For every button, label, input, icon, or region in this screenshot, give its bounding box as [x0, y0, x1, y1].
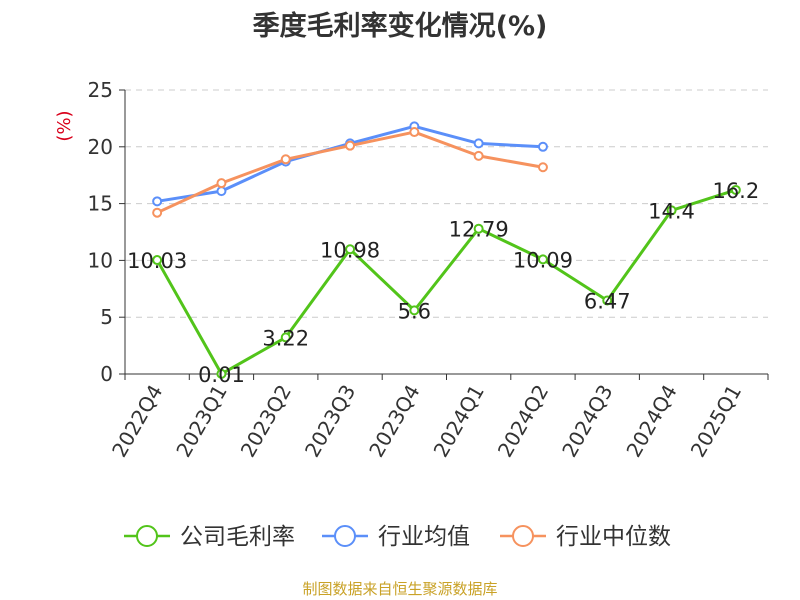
- data-point[interactable]: [152, 196, 163, 207]
- x-tick-label: 2024Q2: [493, 381, 553, 462]
- data-point[interactable]: [537, 254, 548, 265]
- grid-layer: [125, 89, 768, 318]
- data-label: 3.22: [262, 326, 309, 350]
- data-point[interactable]: [280, 154, 291, 165]
- series-line: [156, 124, 544, 203]
- legend-item[interactable]: 公司毛利率: [124, 524, 295, 550]
- series-line: [155, 188, 737, 376]
- x-tick-label: 2023Q2: [236, 381, 296, 462]
- legend-item[interactable]: 行业中位数: [500, 524, 671, 550]
- data-point[interactable]: [152, 207, 163, 218]
- series-layer: [152, 121, 741, 379]
- data-point[interactable]: [473, 223, 484, 234]
- data-point[interactable]: [473, 138, 484, 149]
- x-tick-label: 2022Q4: [107, 381, 167, 462]
- legend-marker: [136, 525, 158, 547]
- data-label: 5.6: [398, 299, 431, 323]
- x-tick-label: 2023Q4: [364, 381, 424, 462]
- y-tick-label: 15: [88, 192, 113, 216]
- data-label: 10.09: [513, 248, 573, 272]
- data-point[interactable]: [602, 295, 613, 306]
- y-axis-label: (%): [54, 110, 75, 141]
- legend-label: 公司毛利率: [180, 524, 295, 550]
- source-note: 制图数据来自恒生聚源数据库: [302, 580, 498, 598]
- data-point[interactable]: [730, 184, 741, 195]
- y-tick-label: 5: [100, 305, 113, 329]
- legend-marker: [334, 525, 356, 547]
- legend[interactable]: 公司毛利率 行业均值 行业中位数: [124, 524, 671, 550]
- data-point[interactable]: [666, 205, 677, 216]
- legend-label: 行业中位数: [556, 524, 671, 550]
- legend-item[interactable]: 行业均值: [322, 524, 470, 550]
- y-tick-label: 25: [88, 78, 113, 102]
- data-point[interactable]: [345, 244, 356, 255]
- data-label: 12.79: [449, 218, 509, 242]
- data-point[interactable]: [216, 186, 227, 197]
- data-label: 16.2: [712, 179, 759, 203]
- data-point[interactable]: [409, 305, 420, 316]
- x-tick-label: 2025Q1: [686, 381, 746, 462]
- x-tick-label: 2023Q1: [171, 381, 231, 462]
- data-point[interactable]: [280, 332, 291, 343]
- data-point[interactable]: [216, 368, 227, 379]
- x-tick-label: 2024Q1: [429, 381, 489, 462]
- x-tick-label: 2024Q3: [557, 381, 617, 462]
- data-label: 6.47: [584, 290, 631, 314]
- data-point[interactable]: [409, 127, 420, 138]
- y-tick-label: 10: [88, 248, 113, 272]
- data-label: 14.4: [648, 199, 695, 223]
- data-point[interactable]: [345, 140, 356, 151]
- x-tick-label: 2023Q3: [300, 381, 360, 462]
- data-point[interactable]: [152, 255, 163, 266]
- data-point[interactable]: [473, 150, 484, 161]
- legend-label: 行业均值: [378, 524, 470, 550]
- data-point[interactable]: [216, 178, 227, 189]
- x-tick-label: 2024Q4: [621, 381, 681, 462]
- data-label: 0.01: [198, 363, 245, 387]
- data-label: 10.03: [127, 249, 187, 273]
- chart-title: 季度毛利率变化情况(%): [252, 11, 548, 42]
- data-label: 10.98: [320, 238, 380, 262]
- legend-marker: [512, 525, 534, 547]
- y-tick-label: 20: [88, 135, 113, 159]
- data-point[interactable]: [537, 162, 548, 173]
- y-tick-label: 0: [100, 362, 113, 386]
- data-point[interactable]: [537, 141, 548, 152]
